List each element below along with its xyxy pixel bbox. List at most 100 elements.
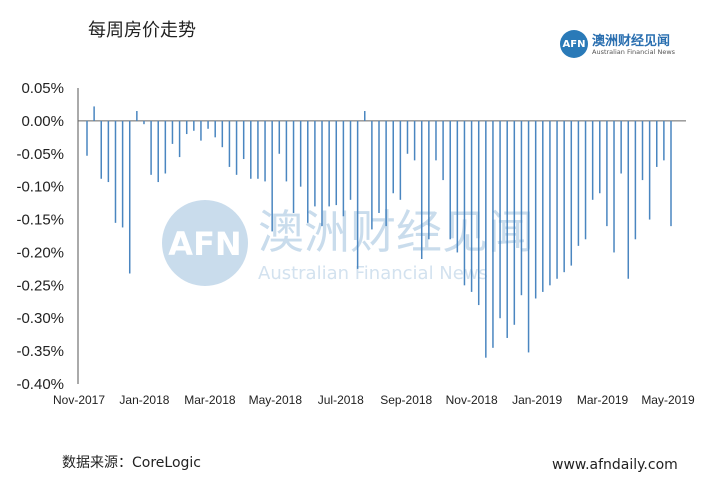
bar (371, 120, 373, 230)
bar (520, 120, 523, 296)
bar (264, 120, 266, 182)
bar (563, 120, 565, 273)
bar (542, 120, 544, 292)
bar (356, 120, 359, 269)
bar (307, 120, 309, 223)
bar (364, 111, 366, 121)
bar (534, 120, 537, 299)
bar (620, 120, 622, 174)
x-tick-label: May-2018 (249, 393, 303, 407)
bar (428, 120, 430, 240)
bar (86, 120, 88, 156)
bar (442, 120, 444, 181)
bar (128, 120, 131, 274)
bar (413, 120, 416, 161)
website-url: www.afndaily.com (552, 457, 678, 473)
x-tick-label: Mar-2019 (577, 393, 629, 407)
x-tick-label: Sep-2018 (380, 393, 432, 407)
bar (164, 120, 167, 174)
bar (584, 120, 587, 240)
bar (449, 120, 451, 240)
bar (342, 120, 345, 217)
bar (271, 120, 273, 232)
brand-logo: AFN 澳洲财经见闻 Australian Financial News (560, 28, 700, 60)
bar (485, 120, 487, 358)
bar (278, 120, 281, 154)
bar (648, 120, 651, 220)
x-tick-label: Jan-2019 (512, 393, 562, 407)
bar (285, 120, 288, 182)
bar (492, 120, 494, 348)
bar (335, 120, 338, 206)
bar (114, 120, 117, 223)
bar-series (86, 106, 672, 358)
y-tick-label: -0.10% (16, 179, 64, 196)
afn-logo-icon: AFN (560, 30, 588, 58)
y-tick-label: -0.20% (16, 244, 64, 261)
data-source: 数据来源：CoreLogic (62, 455, 201, 471)
x-tick-label: Jul-2018 (318, 393, 364, 407)
bar (250, 120, 252, 179)
y-tick-label: -0.30% (16, 310, 64, 327)
bar (470, 120, 473, 292)
bar (136, 111, 138, 121)
y-tick-label: 0.05% (21, 80, 64, 97)
y-tick-label: -0.05% (16, 146, 64, 163)
bar (143, 120, 145, 125)
bar (513, 120, 516, 325)
bar (235, 120, 238, 175)
bar (228, 120, 231, 167)
bar (299, 120, 302, 187)
bar (456, 120, 459, 253)
bar (641, 120, 644, 181)
y-tick-label: -0.35% (16, 343, 64, 360)
bar (193, 120, 195, 131)
y-tick-label: -0.25% (16, 277, 64, 294)
x-tick-label: Nov-2018 (446, 393, 498, 407)
bar (506, 120, 508, 338)
bar (385, 120, 387, 227)
x-tick-label: Nov-2017 (53, 393, 105, 407)
bar (121, 120, 124, 228)
bar (613, 120, 615, 253)
bar (634, 120, 637, 240)
bar (656, 120, 658, 167)
bar (549, 120, 551, 286)
y-tick-label: 0.00% (21, 113, 64, 130)
bar (100, 120, 102, 179)
x-axis: Nov-2017 Jan-2018 Mar-2018 May-2018 Jul-2018… (53, 393, 695, 407)
watermark-name-en: Australian Financial News (258, 263, 488, 284)
bar (328, 120, 330, 207)
bar (556, 120, 558, 279)
bar (207, 120, 209, 129)
y-tick-label: -0.15% (16, 212, 64, 229)
bar (178, 120, 181, 158)
bar (392, 120, 394, 194)
bar (399, 120, 402, 200)
bar (185, 120, 188, 135)
watermark-logo-icon (162, 200, 248, 286)
bar (406, 120, 409, 154)
bar (591, 120, 594, 200)
bar (214, 120, 216, 138)
bar (378, 120, 380, 213)
x-tick-label: May-2019 (641, 393, 695, 407)
bar (150, 120, 152, 175)
bar (499, 120, 501, 319)
bar (321, 120, 323, 227)
bar (570, 120, 573, 266)
bar (599, 120, 601, 194)
bar (221, 120, 224, 148)
bar (242, 120, 245, 160)
y-axis: 0.05% 0.00% -0.05% -0.10% -0.15% -0.20% -0.25%… (16, 80, 686, 393)
bar (527, 120, 530, 353)
x-tick-label: Jan-2018 (119, 393, 169, 407)
logo-name-en: Australian Financial News (592, 48, 676, 56)
bar (663, 120, 665, 161)
bar (577, 120, 580, 246)
bar (606, 120, 608, 227)
bar (157, 120, 159, 183)
bar (420, 120, 423, 260)
x-tick-label: Mar-2018 (184, 393, 236, 407)
